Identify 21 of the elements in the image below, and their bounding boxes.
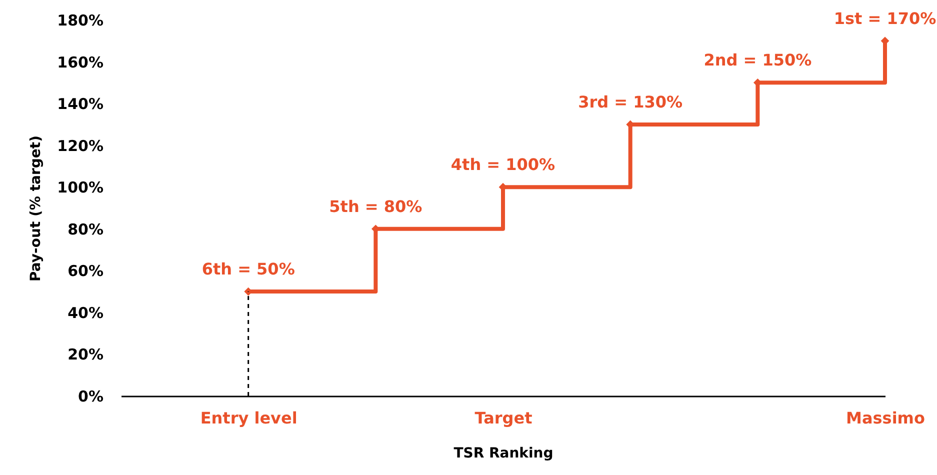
x-axis-title: TSR Ranking — [454, 446, 554, 462]
y-axis-title: Pay-out (% target) — [28, 136, 44, 282]
data-label: 1st = 170% — [834, 8, 936, 28]
data-label: 3rd = 130% — [578, 92, 683, 112]
y-tick-label: 100% — [57, 178, 104, 197]
x-tick-label: Massimo — [846, 408, 925, 428]
y-tick-label: 120% — [57, 136, 104, 155]
y-tick-label: 20% — [68, 346, 104, 364]
y-tick-label: 160% — [57, 53, 104, 72]
y-tick-label: 80% — [68, 220, 104, 238]
y-tick-label: 60% — [68, 262, 104, 280]
data-label: 4th = 100% — [450, 155, 556, 174]
y-tick-label: 0% — [78, 388, 104, 406]
y-tick-label: 180% — [57, 12, 104, 30]
x-tick-label: Target — [474, 408, 533, 428]
x-tick-label: Entry level — [200, 408, 298, 428]
y-tick-label: 140% — [57, 95, 104, 114]
data-label: 6th = 50% — [202, 260, 295, 279]
y-tick-label: 40% — [68, 304, 104, 322]
data-label: 2nd = 150% — [704, 50, 812, 70]
data-label: 5th = 80% — [329, 196, 422, 216]
